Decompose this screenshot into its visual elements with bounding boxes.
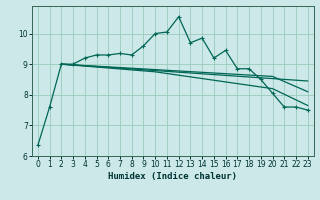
X-axis label: Humidex (Indice chaleur): Humidex (Indice chaleur) — [108, 172, 237, 181]
